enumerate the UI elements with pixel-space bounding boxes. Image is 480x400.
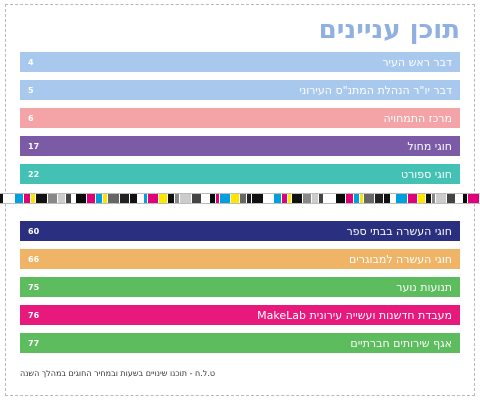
page-title: תוכן עניינים [318, 15, 460, 45]
color-swatch [240, 194, 246, 203]
color-swatch [336, 194, 345, 203]
toc-entry[interactable]: 76 מעבדת חדשנות ועשייה עירונית MakeLab [20, 305, 460, 325]
color-swatch [396, 194, 407, 203]
page-number: 76 [28, 310, 40, 320]
color-swatch [456, 194, 462, 203]
color-swatch [468, 194, 479, 203]
entry-label: חוגי ספורט [400, 167, 452, 181]
color-swatch [324, 194, 335, 203]
color-swatch [364, 194, 374, 203]
page-number: 17 [28, 141, 40, 151]
color-swatch [148, 194, 158, 203]
color-swatch [159, 194, 167, 203]
color-swatch [360, 194, 363, 203]
toc-entry[interactable]: 77 אגף שירותים חברתיים [20, 333, 460, 353]
footnote: ט.ל.ח - תוכנו שינויים בשעות ובמחיר החוגי… [20, 369, 216, 378]
color-swatch [436, 194, 446, 203]
color-swatch [76, 194, 86, 203]
color-swatch [303, 194, 311, 203]
color-swatch [264, 194, 273, 203]
color-swatch [282, 194, 287, 203]
toc-entry[interactable]: 22 חוגי ספורט [20, 164, 460, 184]
color-swatch [210, 194, 215, 203]
color-swatch [192, 194, 201, 203]
toc-entry[interactable]: 60 חוגי העשרה בבתי ספר [20, 221, 460, 241]
toc-entry[interactable]: 75 תנועות נוער [20, 277, 460, 297]
color-swatch [24, 194, 30, 203]
color-swatch [180, 194, 191, 203]
page-number: 60 [28, 226, 40, 236]
color-swatch [120, 194, 129, 203]
color-swatch [103, 194, 107, 203]
color-swatch [130, 194, 137, 203]
color-swatch [202, 194, 209, 203]
entry-label: אגף שירותים חברתיים [350, 336, 452, 350]
color-swatch [15, 194, 23, 203]
color-swatch [391, 194, 395, 203]
color-swatch [108, 194, 119, 203]
color-swatch [375, 194, 383, 203]
color-swatch [463, 194, 467, 203]
color-swatch [58, 194, 65, 203]
color-swatch [312, 194, 318, 203]
color-swatch [175, 194, 179, 203]
page-number: 6 [28, 113, 34, 123]
color-swatch [426, 194, 431, 203]
color-swatch [252, 194, 263, 203]
color-swatch [48, 194, 57, 203]
color-swatch [220, 194, 230, 203]
color-swatch [384, 194, 390, 203]
color-swatch [168, 194, 174, 203]
page-number: 77 [28, 338, 40, 348]
color-swatch [247, 194, 251, 203]
color-swatch [216, 194, 219, 203]
color-swatch [292, 194, 302, 203]
color-swatch [138, 194, 143, 203]
toc-entry[interactable]: 6 מרכז התמחויה [20, 108, 460, 128]
color-swatch [408, 194, 417, 203]
toc-entry[interactable]: 17 חוגי מחול [20, 136, 460, 156]
entry-label: חוגי מחול [407, 139, 452, 153]
color-swatch [144, 194, 147, 203]
color-swatch [87, 194, 95, 203]
color-swatch [31, 194, 35, 203]
color-swatch [354, 194, 359, 203]
color-swatch [4, 194, 14, 203]
entry-label: מרכז התמחויה [383, 111, 452, 125]
print-color-bar [0, 193, 480, 204]
page-number: 22 [28, 169, 40, 179]
color-swatch [96, 194, 102, 203]
entry-label: חוגי העשרה למבוגרים [348, 252, 452, 266]
entry-label: מעבדת חדשנות ועשייה עירונית MakeLab [257, 308, 452, 322]
entry-label: תנועות נוער [396, 280, 452, 294]
color-swatch [274, 194, 281, 203]
toc-entry[interactable]: 4 דבר ראש העיר [20, 52, 460, 72]
entry-label: חוגי העשרה בבתי ספר [346, 224, 452, 238]
page-number: 4 [28, 57, 34, 67]
page-number: 66 [28, 254, 40, 264]
page-number: 5 [28, 85, 34, 95]
page-number: 75 [28, 282, 40, 292]
toc-entry[interactable]: 66 חוגי העשרה למבוגרים [20, 249, 460, 269]
color-swatch [346, 194, 353, 203]
color-swatch [447, 194, 455, 203]
toc-entry[interactable]: 5 דבר יו"ר הנהלת המתנ"ס העירוני [20, 80, 460, 100]
color-swatch [288, 194, 291, 203]
color-swatch [36, 194, 47, 203]
color-swatch [432, 194, 435, 203]
color-swatch [231, 194, 239, 203]
color-swatch [72, 194, 75, 203]
color-swatch [66, 194, 71, 203]
color-swatch [0, 194, 3, 203]
color-swatch [418, 194, 425, 203]
entry-label: דבר ראש העיר [382, 55, 452, 69]
color-swatch [319, 194, 323, 203]
entry-label: דבר יו"ר הנהלת המתנ"ס העירוני [299, 83, 452, 97]
